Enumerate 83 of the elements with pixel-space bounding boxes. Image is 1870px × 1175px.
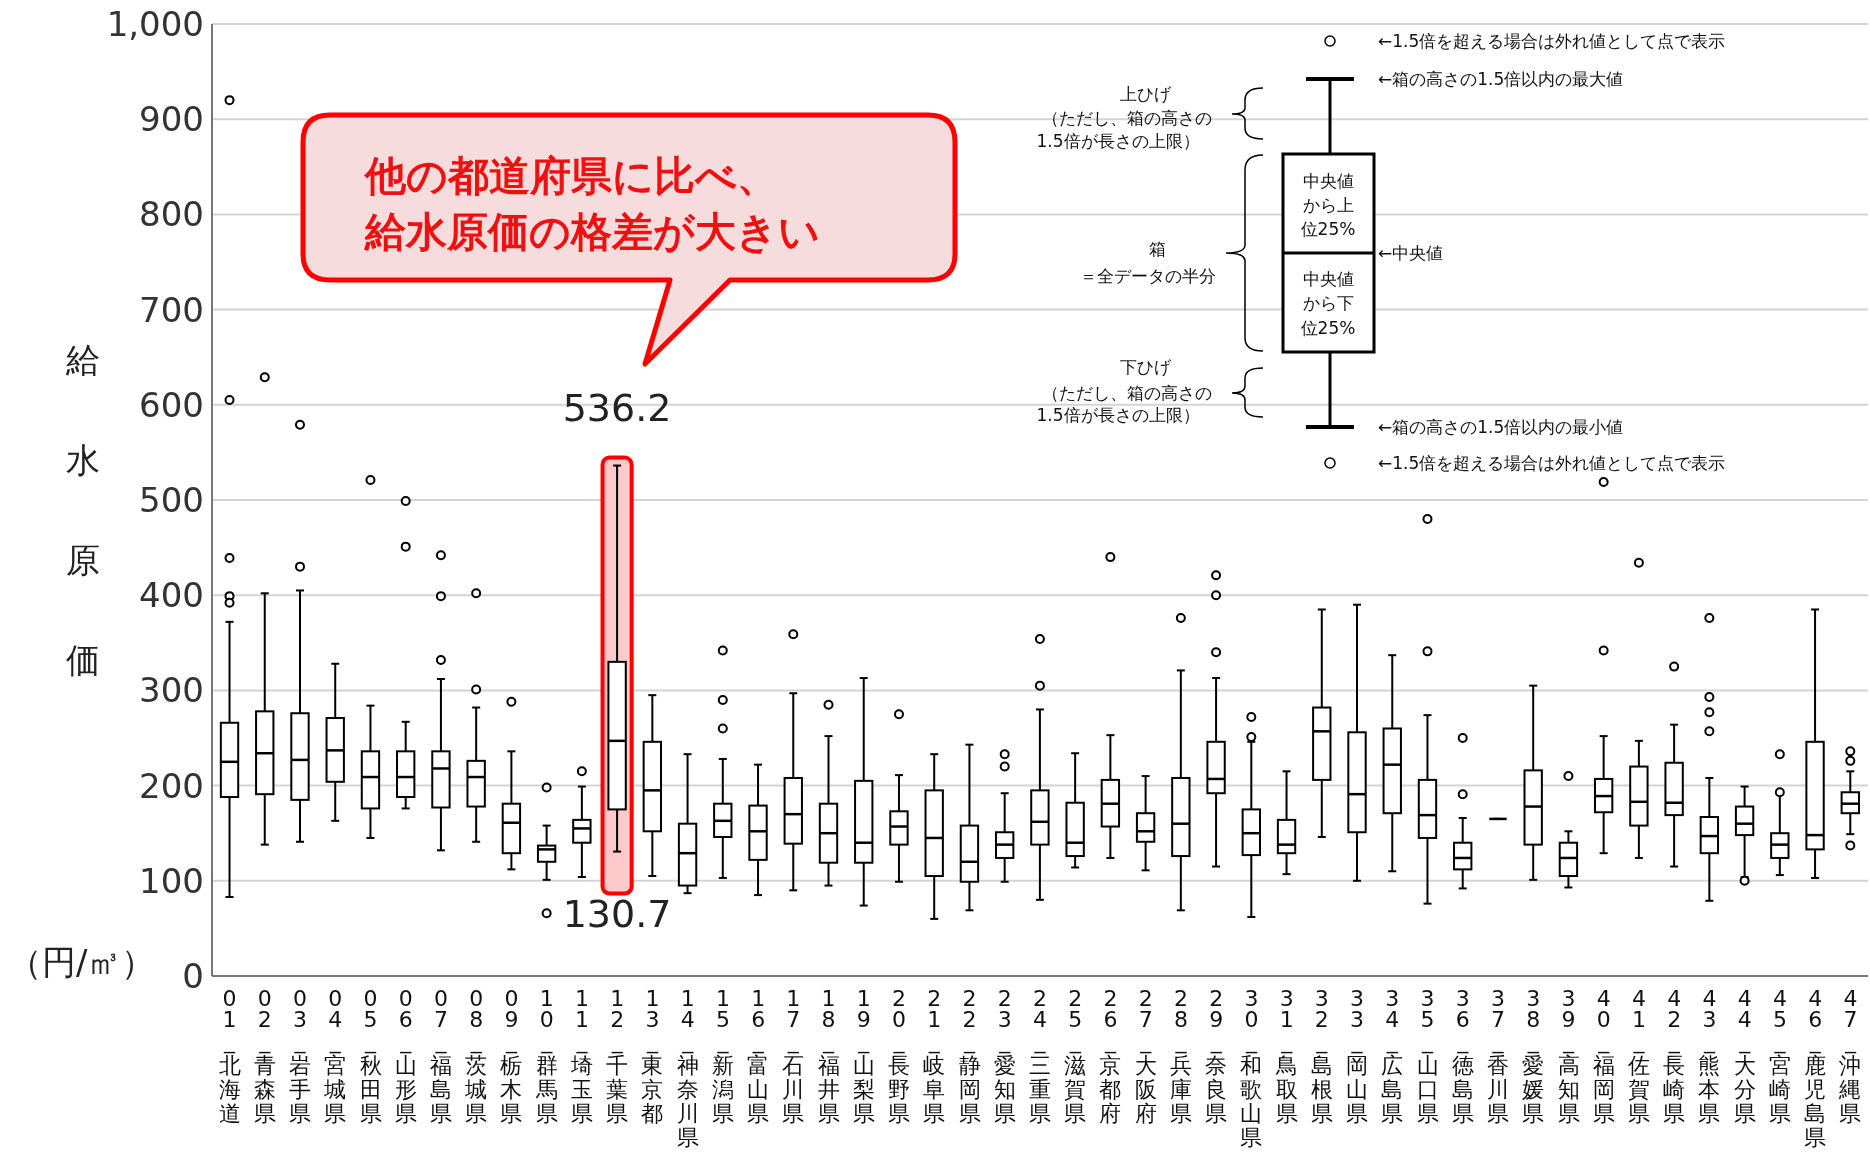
annotation: ←中央値 [1378, 242, 1444, 264]
x-tick-label: 31_鳥取県 [1274, 986, 1298, 1126]
annotation: 箱 [1147, 238, 1167, 260]
x-tick-label: 15_新潟県 [711, 986, 734, 1126]
x-tick-label: 18_福井県 [817, 986, 840, 1126]
y-tick-label: 700 [139, 289, 204, 330]
annotation: ←1.5倍を超える場合は外れ値として点で表示 [1378, 30, 1726, 52]
annotation: から下 [1301, 292, 1355, 314]
x-tick-label: 03_岩手県 [289, 986, 312, 1126]
x-tick-label: 39_高知県 [1557, 986, 1580, 1126]
x-tick-label: 43_熊本県 [1698, 986, 1721, 1126]
x-tick-label: 13_東京都 [641, 986, 664, 1126]
x-tick-label: 45_宮崎県 [1768, 986, 1791, 1126]
annotation: 536.2 [562, 385, 672, 430]
x-tick-label: 12_千葉県 [606, 986, 629, 1126]
annotation: 他の都道府県に比べ、 [365, 151, 779, 202]
annotation: ←箱の高さの1.5倍以内の最小値 [1378, 416, 1624, 438]
annotation: （ただし、箱の高さの [1041, 107, 1213, 129]
x-tick-label: 32_島根県 [1310, 986, 1333, 1126]
annotation: ←箱の高さの1.5倍以内の最大値 [1378, 68, 1624, 90]
x-tick-label: 22_静岡県 [958, 986, 981, 1126]
x-tick-label: 44_大分県 [1733, 986, 1756, 1126]
y-tick-label: 300 [139, 670, 204, 711]
x-tick-label: 04_宮城県 [323, 986, 347, 1126]
x-tick-label: 11_埼玉県 [569, 986, 593, 1126]
x-tick-label: 09_栃木県 [500, 986, 523, 1126]
x-tick-label: 17_石川県 [782, 986, 805, 1126]
x-tick-label: 02_青森県 [253, 986, 276, 1126]
x-tick-label: 36_徳島県 [1451, 986, 1474, 1126]
annotation: ＝全データの半分 [1079, 265, 1217, 287]
x-tick-label: 28_兵庫県 [1169, 986, 1192, 1126]
x-tick-label: 38_愛媛県 [1522, 986, 1545, 1126]
annotation: 位25% [1299, 317, 1357, 339]
text: 給水原価 [66, 340, 100, 680]
x-tick-label: 40_福岡県 [1592, 986, 1615, 1126]
x-tick-label: 41_佐賀県 [1627, 986, 1650, 1126]
x-tick-label: 19_山梨県 [852, 986, 875, 1126]
annotation: 1.5倍が長さの上限） [1035, 130, 1201, 152]
annotation: 給水原価の格差が大きい [365, 207, 820, 258]
y-tick-label: 0 [182, 956, 204, 997]
x-tick-label: 47_沖縄県 [1838, 986, 1862, 1126]
x-tick-label: 34_広島県 [1381, 986, 1404, 1126]
x-tick-label: 37_香川県 [1487, 986, 1510, 1126]
annotation: 130.7 [562, 891, 672, 936]
x-tick-label: 33_岡山県 [1346, 986, 1369, 1126]
y-tick-label: 800 [139, 194, 204, 235]
annotation: 位25% [1299, 218, 1357, 240]
y-tick-label: 900 [139, 99, 204, 140]
x-tick-label: 46_鹿児島県 [1804, 986, 1827, 1150]
x-tick-label: 35_山口県 [1416, 986, 1439, 1126]
x-tick-label: 05_秋田県 [359, 986, 382, 1126]
y-tick-label: 100 [139, 860, 204, 901]
y-tick-label: 400 [139, 575, 204, 616]
x-tick-label: 42_長崎県 [1663, 986, 1686, 1126]
y-tick-label: 500 [139, 480, 204, 521]
x-tick-label: 29_奈良県 [1205, 986, 1228, 1126]
annotation: ←1.5倍を超える場合は外れ値として点で表示 [1378, 452, 1726, 474]
y-tick-label: 1,000 [106, 4, 204, 45]
annotation: （ただし、箱の高さの [1041, 382, 1213, 404]
x-tick-label: 25_滋賀県 [1064, 986, 1087, 1126]
x-tick-label: 06_山形県 [394, 986, 417, 1126]
x-tick-label: 16_富山県 [747, 986, 770, 1126]
annotation: から上 [1301, 194, 1355, 216]
annotation: 上ひげ [1118, 83, 1172, 105]
x-tick-label: 14_神奈川県 [676, 986, 699, 1150]
y-tick-label: 200 [139, 765, 204, 806]
annotation: 下ひげ [1118, 356, 1172, 378]
annotation: 中央値 [1302, 269, 1354, 289]
y-tick-label: 600 [139, 384, 204, 425]
x-tick-label: 10_群馬県 [534, 986, 558, 1126]
annotation: 中央値 [1301, 170, 1355, 192]
text: （円/㎥） [8, 941, 156, 984]
x-tick-label: 30_和歌山県 [1240, 986, 1263, 1150]
x-tick-label: 08_茨城県 [464, 986, 488, 1126]
x-tick-label: 21_岐阜県 [923, 986, 946, 1126]
x-tick-label: 26_京都府 [1099, 986, 1122, 1126]
x-tick-label: 23_愛知県 [993, 986, 1016, 1126]
annotation: 1.5倍が長さの上限） [1035, 404, 1201, 426]
x-tick-label: 20_長野県 [888, 986, 911, 1126]
x-tick-label: 24_三重県 [1029, 986, 1051, 1126]
x-tick-label: 07_福島県 [430, 986, 453, 1126]
x-tick-label: 27_大阪府 [1134, 986, 1157, 1126]
x-tick-label: 01_北海道 [218, 986, 241, 1126]
